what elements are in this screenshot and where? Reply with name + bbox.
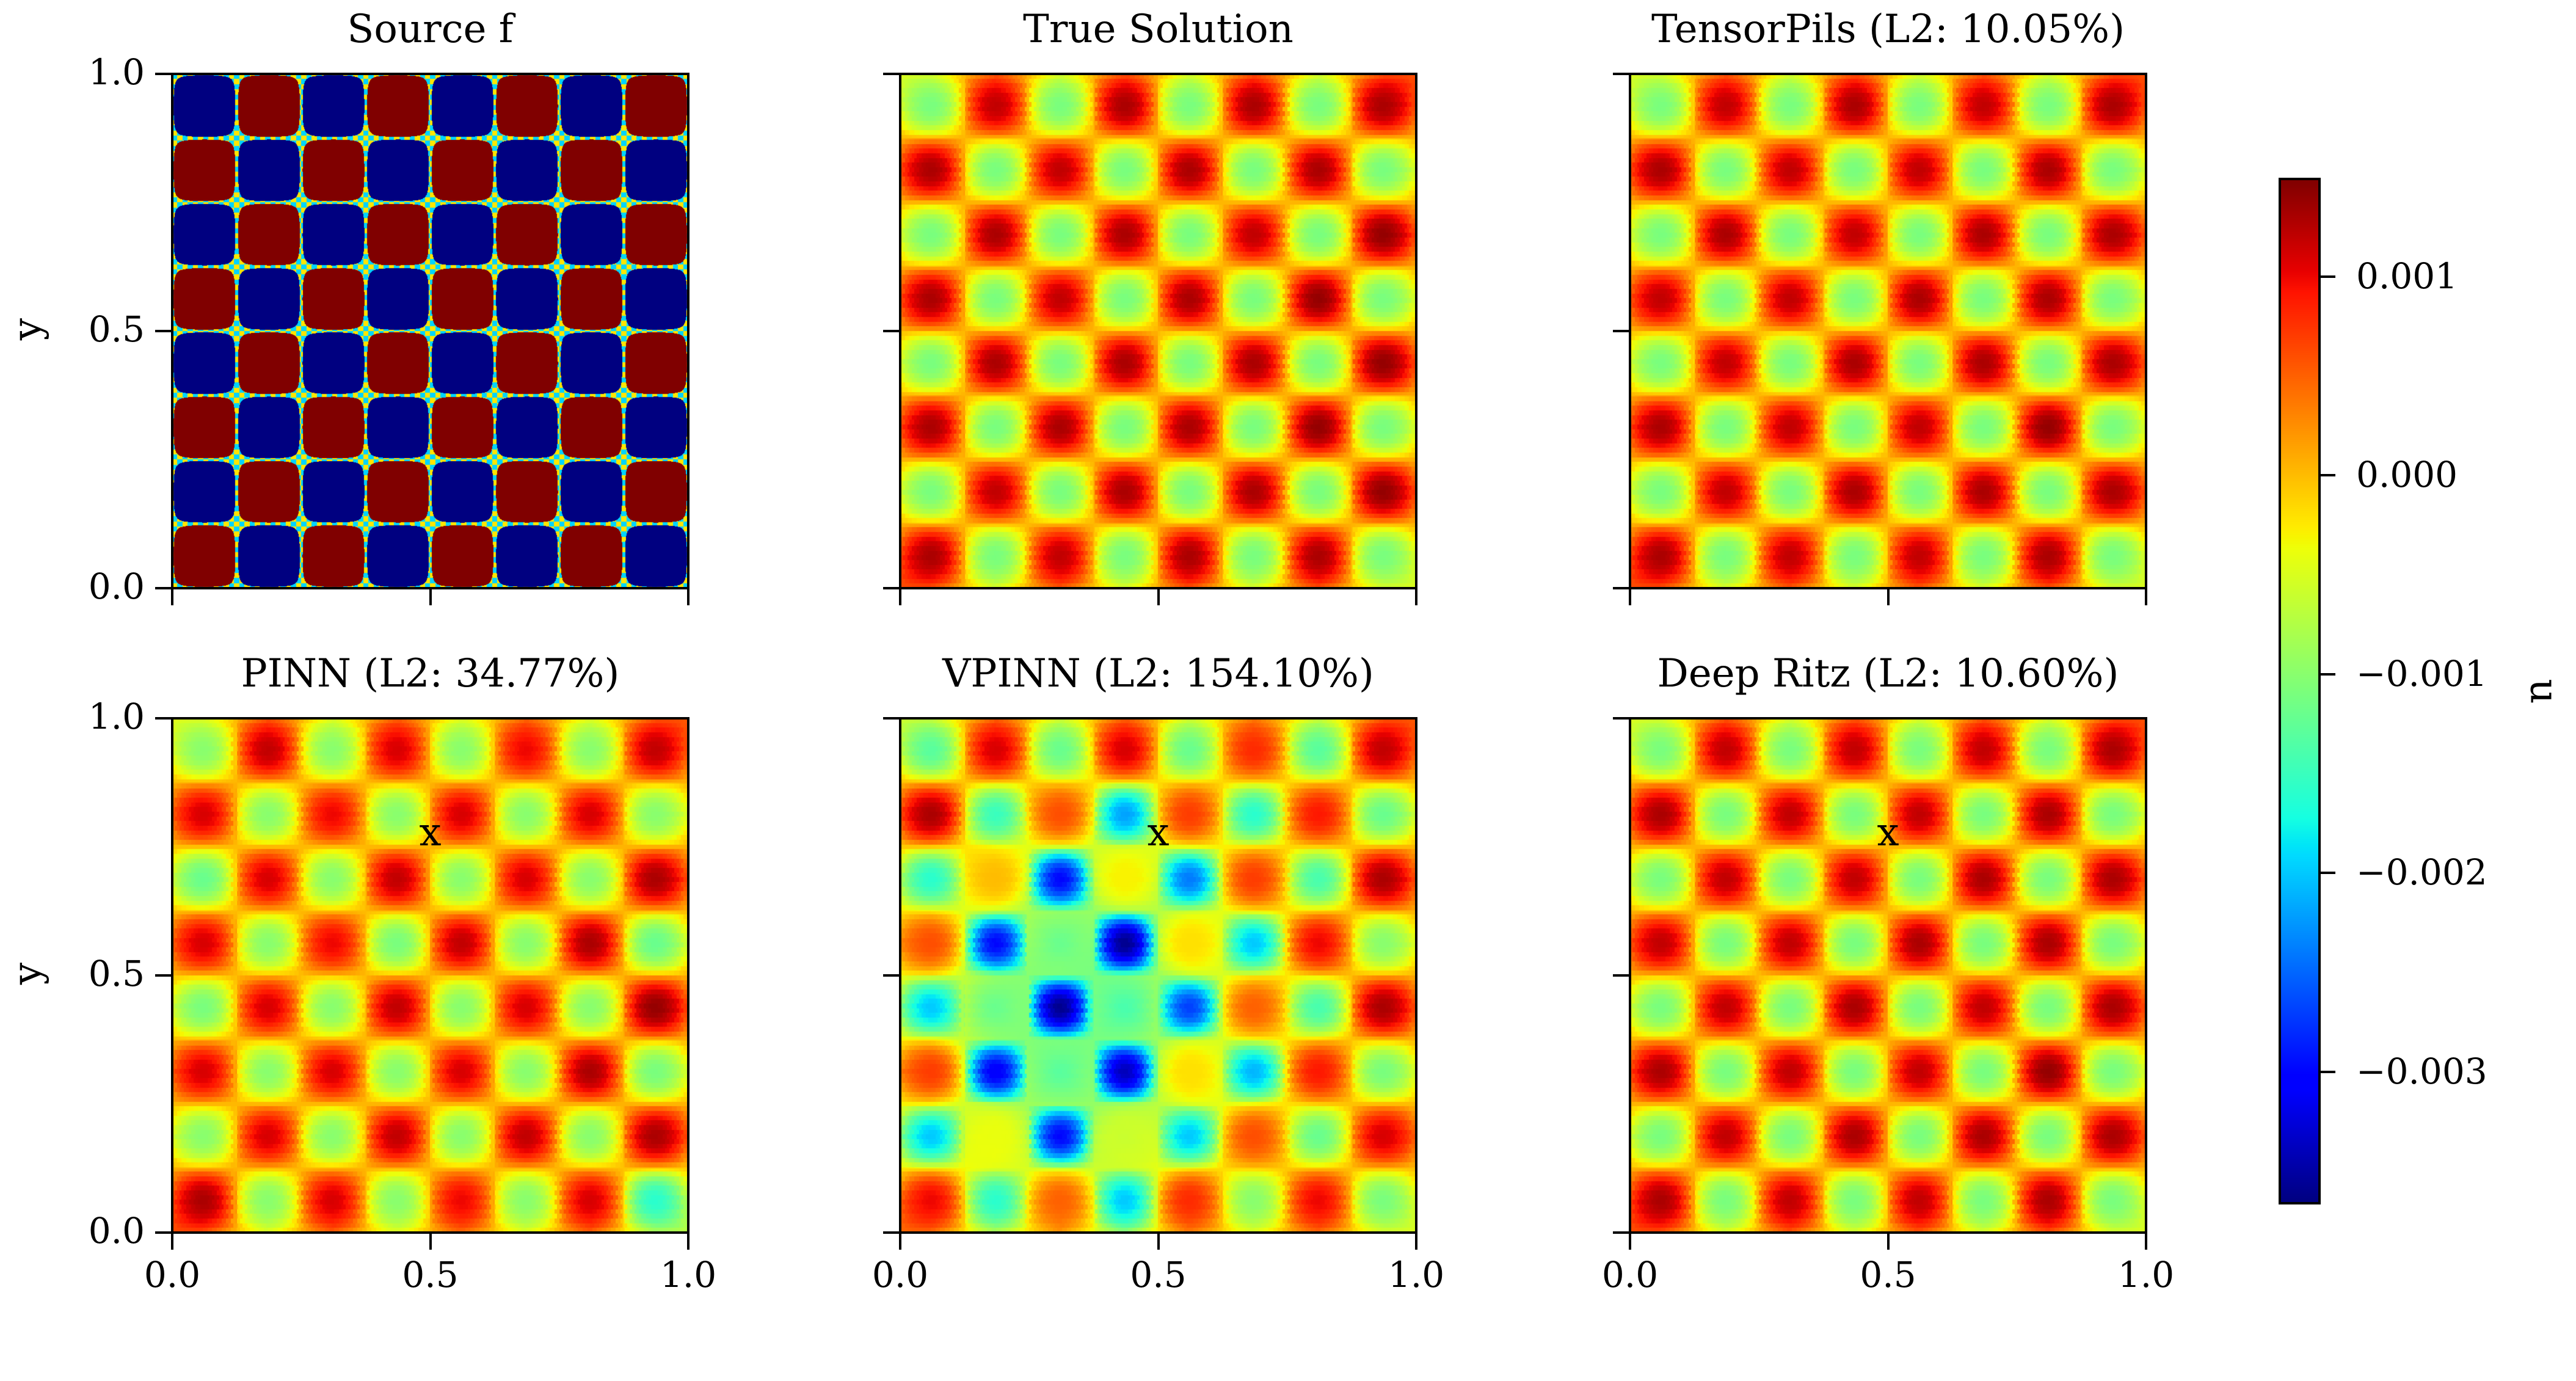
y-tick [1613,330,1629,332]
colorbar-tick-label: −0.002 [2356,851,2487,894]
heatmap-panel: True Solution [883,7,1417,605]
y-axis-label: y [5,318,51,341]
y-tick [155,717,171,720]
y-tick-label: 1.0 [88,51,145,93]
colorbar-frame [2279,178,2321,1204]
panel-title: TensorPils (L2: 10.05%) [1651,7,2125,52]
colorbar-tick-label: −0.003 [2356,1051,2487,1093]
x-tick-label: 0.5 [1130,1254,1187,1295]
colorbar-tick [2319,1071,2335,1074]
y-tick [155,587,171,589]
y-tick [883,587,899,589]
x-tick-label: 0.5 [402,1254,459,1295]
panel-title: VPINN (L2: 154.10%) [942,651,1374,696]
x-tick [1887,589,1890,605]
colorbar-gradient [2280,179,2319,1203]
x-tick-label: 1.0 [2117,1254,2175,1295]
heatmap-panel: Source f 0.0 0.5 1.0 y [5,7,689,605]
x-tick [171,1234,173,1250]
x-tick [171,589,173,605]
y-tick [883,73,899,75]
heatmap-panel: PINN (L2: 34.77%) 0.0 0.5 1.0 0.0 0.5 1.0 x y [5,651,716,1292]
x-tick [1629,1234,1631,1250]
x-tick [2145,1234,2147,1250]
colorbar-tick [2319,872,2335,875]
x-tick [429,1234,432,1250]
y-tick [155,73,171,75]
colorbar-tick-label: 0.001 [2356,255,2458,297]
axes-frame [1629,717,2147,1234]
heatmap-image [1630,74,2146,588]
heatmap-panel: VPINN (L2: 154.10%) 0.0 0.5 1.0 x [872,651,1444,1292]
y-tick [1613,73,1629,75]
axes-frame [1629,73,2147,589]
panel-title: Deep Ritz (L2: 10.60%) [1657,651,2119,696]
colorbar-label: u [2521,679,2567,704]
x-tick [899,1234,901,1250]
panel-title: True Solution [1023,7,1293,52]
x-tick-label: 1.0 [1388,1254,1445,1295]
heatmap-panel: TensorPils (L2: 10.05%) [1613,7,2147,605]
x-tick [2145,589,2147,605]
x-tick-label: 0.0 [871,1254,929,1295]
x-tick [1629,589,1631,605]
axes-frame [171,717,689,1234]
x-axis-label: x [1147,810,1170,855]
x-tick-label: 0.5 [1860,1254,1916,1295]
x-axis-label: x [419,810,442,855]
y-tick-label: 0.0 [88,1210,145,1252]
panel-title: Source f [347,7,514,52]
y-tick [155,1231,171,1234]
y-tick [1613,717,1629,720]
x-tick [1157,589,1160,605]
heatmap-image [172,74,688,588]
y-tick [1613,587,1629,589]
y-tick [1613,974,1629,977]
y-tick-label: 0.5 [88,308,145,350]
x-tick [899,589,901,605]
x-tick [429,589,432,605]
x-tick-label: 0.0 [1601,1254,1659,1295]
heatmap-image [900,718,1416,1233]
y-tick [883,717,899,720]
x-tick [1415,589,1417,605]
x-tick [687,589,689,605]
axes-frame [171,73,689,589]
axes-frame [899,73,1417,589]
y-tick-label: 0.0 [88,566,145,607]
heatmap-panel: Deep Ritz (L2: 10.60%) 0.0 0.5 1.0 x [1602,651,2174,1292]
panel-title: PINN (L2: 34.77%) [241,651,620,696]
x-tick [1887,1234,1890,1250]
heatmap-image [1630,718,2146,1233]
y-tick-label: 1.0 [88,696,145,737]
x-tick [687,1234,689,1250]
y-tick [1613,1231,1629,1234]
x-tick-label: 1.0 [660,1254,717,1295]
y-tick-label: 0.5 [88,953,145,994]
y-axis-label: y [5,962,51,985]
x-tick [1415,1234,1417,1250]
colorbar-tick [2319,275,2335,278]
x-tick-label: 0.0 [144,1254,201,1295]
y-tick [883,974,899,977]
colorbar-tick-label: −0.001 [2356,652,2487,694]
x-tick [1157,1234,1160,1250]
heatmap-image [172,718,688,1233]
y-tick [155,974,171,977]
x-axis-label: x [1877,810,1899,855]
y-tick [883,1231,899,1234]
colorbar-tick-label: 0.000 [2356,454,2458,496]
colorbar [2279,178,2321,1204]
colorbar-tick [2319,672,2335,676]
y-tick [155,330,171,332]
axes-frame [899,717,1417,1234]
colorbar-tick [2319,474,2335,477]
heatmap-image [900,74,1416,588]
y-tick [883,330,899,332]
